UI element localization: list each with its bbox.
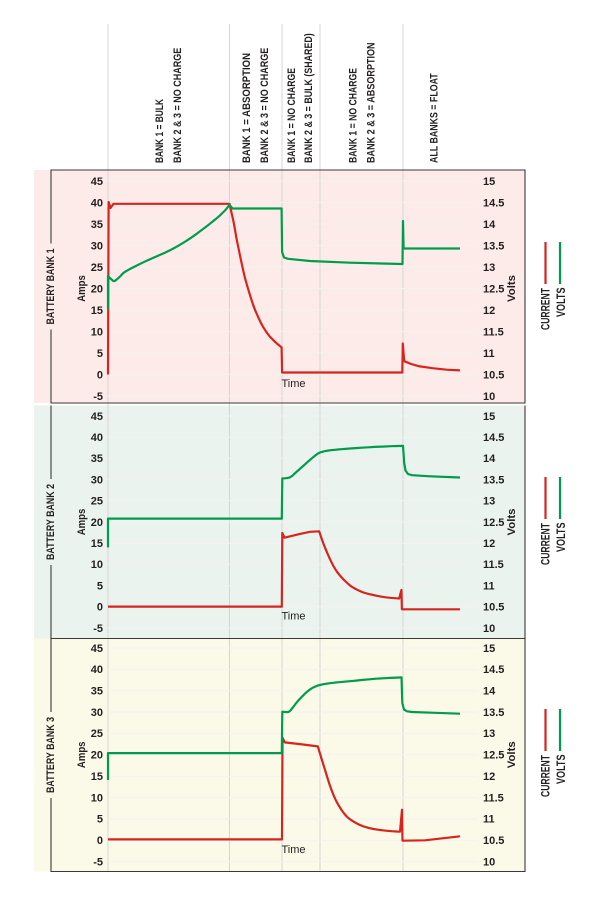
svg-text:BATTERY BANK 2: BATTERY BANK 2 bbox=[45, 484, 57, 560]
svg-text:CURRENT: CURRENT bbox=[541, 288, 553, 330]
svg-text:15: 15 bbox=[483, 643, 495, 655]
svg-text:11: 11 bbox=[483, 348, 495, 360]
svg-text:30: 30 bbox=[91, 474, 103, 486]
svg-text:BANK 2 & 3 = NO CHARGE: BANK 2 & 3 = NO CHARGE bbox=[259, 48, 271, 163]
svg-text:Time: Time bbox=[281, 610, 305, 622]
svg-text:15: 15 bbox=[91, 538, 103, 550]
svg-text:13.5: 13.5 bbox=[483, 707, 504, 719]
svg-text:45: 45 bbox=[91, 643, 103, 655]
svg-text:20: 20 bbox=[91, 517, 103, 529]
svg-text:BATTERY BANK 3: BATTERY BANK 3 bbox=[45, 717, 57, 793]
svg-text:CURRENT: CURRENT bbox=[541, 755, 553, 797]
svg-text:35: 35 bbox=[91, 453, 103, 465]
svg-text:15: 15 bbox=[483, 176, 495, 188]
svg-text:14: 14 bbox=[483, 219, 496, 231]
svg-text:14.5: 14.5 bbox=[483, 664, 504, 676]
svg-text:25: 25 bbox=[91, 728, 103, 740]
svg-text:13: 13 bbox=[483, 728, 495, 740]
svg-text:15: 15 bbox=[91, 305, 103, 317]
svg-text:14.5: 14.5 bbox=[483, 432, 504, 444]
svg-text:VOLTS: VOLTS bbox=[556, 522, 568, 552]
svg-text:10: 10 bbox=[483, 856, 495, 868]
svg-text:10.5: 10.5 bbox=[483, 602, 504, 614]
svg-text:BATTERY BANK 1: BATTERY BANK 1 bbox=[45, 249, 57, 325]
svg-text:10: 10 bbox=[483, 391, 495, 403]
svg-text:13: 13 bbox=[483, 262, 495, 274]
svg-text:12: 12 bbox=[483, 771, 495, 783]
svg-text:13.5: 13.5 bbox=[483, 240, 504, 252]
svg-text:40: 40 bbox=[91, 197, 103, 209]
svg-text:15: 15 bbox=[91, 771, 103, 783]
svg-text:30: 30 bbox=[91, 707, 103, 719]
svg-text:BANK 1 = NO CHARGE: BANK 1 = NO CHARGE bbox=[348, 68, 360, 163]
svg-text:10: 10 bbox=[483, 623, 495, 635]
svg-text:BANK 1 = ABSORPTION: BANK 1 = ABSORPTION bbox=[241, 53, 253, 163]
svg-text:11.5: 11.5 bbox=[483, 559, 504, 571]
svg-text:0: 0 bbox=[97, 602, 103, 614]
svg-text:Time: Time bbox=[281, 378, 305, 390]
svg-text:Time: Time bbox=[281, 844, 305, 856]
svg-text:40: 40 bbox=[91, 432, 103, 444]
svg-text:VOLTS: VOLTS bbox=[556, 287, 568, 317]
svg-text:12: 12 bbox=[483, 305, 495, 317]
svg-text:BANK 1 = BULK: BANK 1 = BULK bbox=[154, 99, 166, 163]
svg-text:14: 14 bbox=[483, 686, 496, 698]
svg-text:12.5: 12.5 bbox=[483, 517, 504, 529]
svg-text:Volts: Volts bbox=[506, 275, 518, 302]
svg-text:25: 25 bbox=[91, 262, 103, 274]
svg-text:12: 12 bbox=[483, 538, 495, 550]
svg-text:0: 0 bbox=[97, 369, 103, 381]
svg-text:11: 11 bbox=[483, 580, 495, 592]
svg-text:Amps: Amps bbox=[76, 742, 88, 769]
svg-text:BANK 1 = NO CHARGE: BANK 1 = NO CHARGE bbox=[286, 68, 298, 163]
svg-text:Amps: Amps bbox=[76, 275, 88, 302]
svg-text:0: 0 bbox=[97, 835, 103, 847]
svg-text:30: 30 bbox=[91, 240, 103, 252]
svg-text:BANK 2 & 3 = NO CHARGE: BANK 2 & 3 = NO CHARGE bbox=[172, 48, 184, 163]
svg-text:10: 10 bbox=[91, 559, 103, 571]
svg-text:35: 35 bbox=[91, 219, 103, 231]
svg-text:ALL BANKS = FLOAT: ALL BANKS = FLOAT bbox=[429, 73, 441, 163]
svg-text:45: 45 bbox=[91, 411, 103, 423]
svg-text:13: 13 bbox=[483, 496, 495, 508]
svg-text:12.5: 12.5 bbox=[483, 750, 504, 762]
svg-text:14.5: 14.5 bbox=[483, 197, 504, 209]
svg-text:11.5: 11.5 bbox=[483, 792, 504, 804]
svg-text:VOLTS: VOLTS bbox=[556, 754, 568, 784]
svg-text:-5: -5 bbox=[93, 623, 103, 635]
svg-text:11.5: 11.5 bbox=[483, 326, 504, 338]
svg-text:Amps: Amps bbox=[76, 509, 88, 536]
svg-text:CURRENT: CURRENT bbox=[541, 523, 553, 565]
svg-text:10: 10 bbox=[91, 326, 103, 338]
svg-text:10.5: 10.5 bbox=[483, 369, 504, 381]
svg-text:45: 45 bbox=[91, 176, 103, 188]
svg-text:BANK 2 & 3 = BULK (SHARED): BANK 2 & 3 = BULK (SHARED) bbox=[303, 33, 315, 163]
svg-text:BANK 2 & 3 = ABSORPTION: BANK 2 & 3 = ABSORPTION bbox=[366, 42, 378, 163]
svg-text:-5: -5 bbox=[93, 391, 103, 403]
svg-text:12.5: 12.5 bbox=[483, 283, 504, 295]
svg-text:11: 11 bbox=[483, 814, 495, 826]
svg-text:35: 35 bbox=[91, 686, 103, 698]
svg-text:5: 5 bbox=[97, 814, 103, 826]
svg-text:13.5: 13.5 bbox=[483, 474, 504, 486]
svg-text:15: 15 bbox=[483, 411, 495, 423]
svg-text:20: 20 bbox=[91, 283, 103, 295]
svg-text:Volts: Volts bbox=[506, 509, 518, 536]
svg-text:10.5: 10.5 bbox=[483, 835, 504, 847]
svg-text:10: 10 bbox=[91, 792, 103, 804]
svg-text:20: 20 bbox=[91, 750, 103, 762]
svg-text:14: 14 bbox=[483, 453, 496, 465]
svg-text:5: 5 bbox=[97, 348, 103, 360]
svg-text:-5: -5 bbox=[93, 856, 103, 868]
svg-text:25: 25 bbox=[91, 496, 103, 508]
svg-text:5: 5 bbox=[97, 580, 103, 592]
svg-text:40: 40 bbox=[91, 664, 103, 676]
svg-text:Volts: Volts bbox=[506, 741, 518, 768]
